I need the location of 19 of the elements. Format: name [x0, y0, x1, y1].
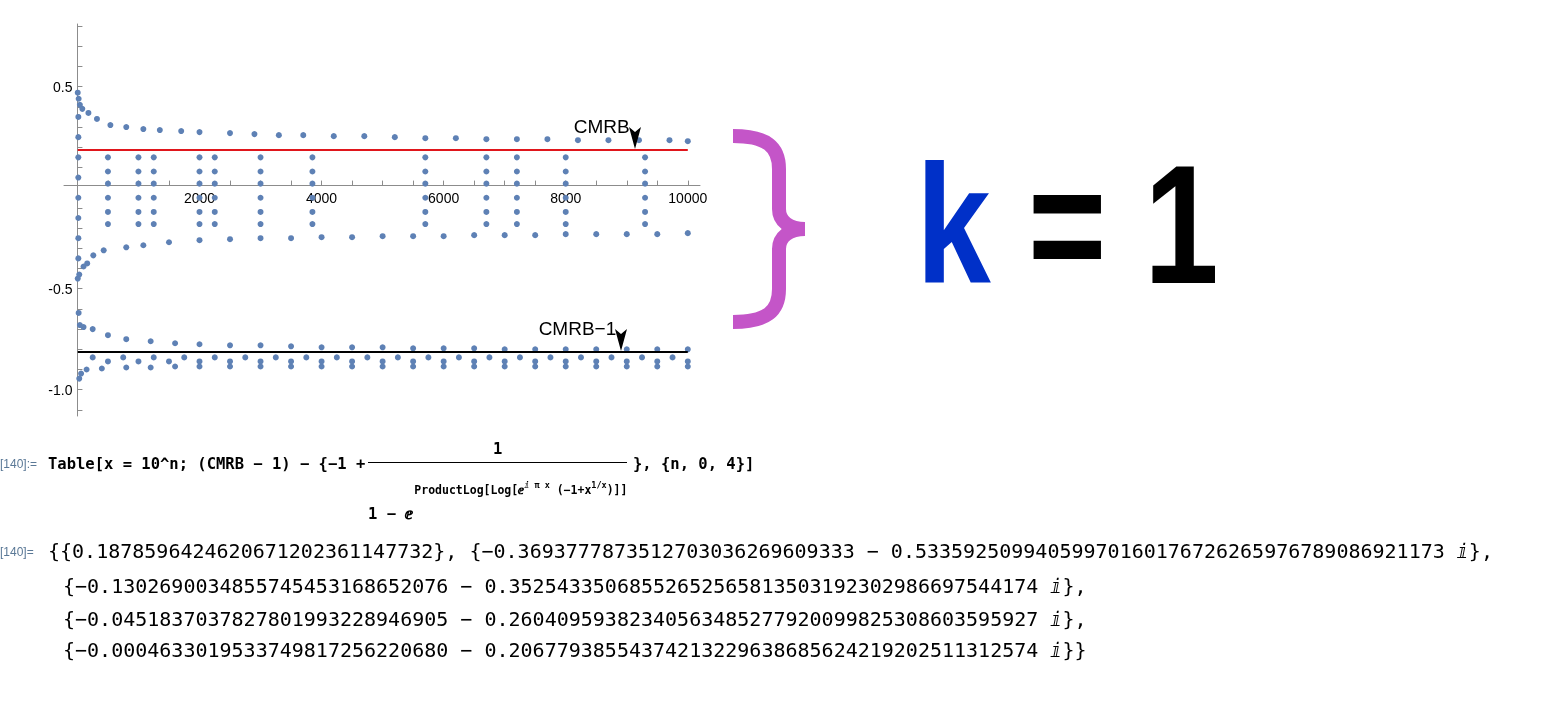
text: {{0.1878596424620671202361147732}, {−0.3693777873512703036269609333 − 0.53359250994059970160176726265976789086921173 ⅈ},: [48, 539, 1493, 563]
text: 1 − ⅇ: [368, 505, 414, 524]
annotation: CMRB−1: [538, 317, 617, 339]
text: {−0.1302690034855745453168652076 − 0.35254335068552652565813503192302986697544174 ⅈ},: [63, 574, 1087, 598]
y-tick-label: -1.0: [48, 381, 73, 398]
annotation: CMRB: [573, 115, 630, 137]
text: k = 1: [916, 131, 1219, 319]
text: }, {n, 0, 4}]: [633, 455, 755, 474]
text: {−0.0004633019533749817256220680 − 0.20677938554374213229638685624219202511312574 ⅈ}}: [63, 638, 1087, 662]
text: {−0.0451837037827801993228946905 − 0.26040959382340563485277920099825308603595927 ⅈ},: [63, 607, 1087, 631]
text: ProductLog[Log[ⅇ$^{ⅈ π x}$ (−1+x$^{1/x}$)]]: [414, 480, 628, 498]
text: [140]=: [0, 545, 34, 560]
text: 1: [492, 440, 504, 460]
x-tick-label: 6000: [428, 189, 460, 206]
y-tick-label: -0.5: [48, 280, 73, 297]
text: Table[x = 10^n; (CMRB − 1) − {−1 +: [48, 455, 366, 474]
y-tick-label: 0.5: [52, 78, 73, 95]
text: [140]:=: [0, 457, 38, 472]
x-tick-label: 10000: [668, 189, 708, 206]
